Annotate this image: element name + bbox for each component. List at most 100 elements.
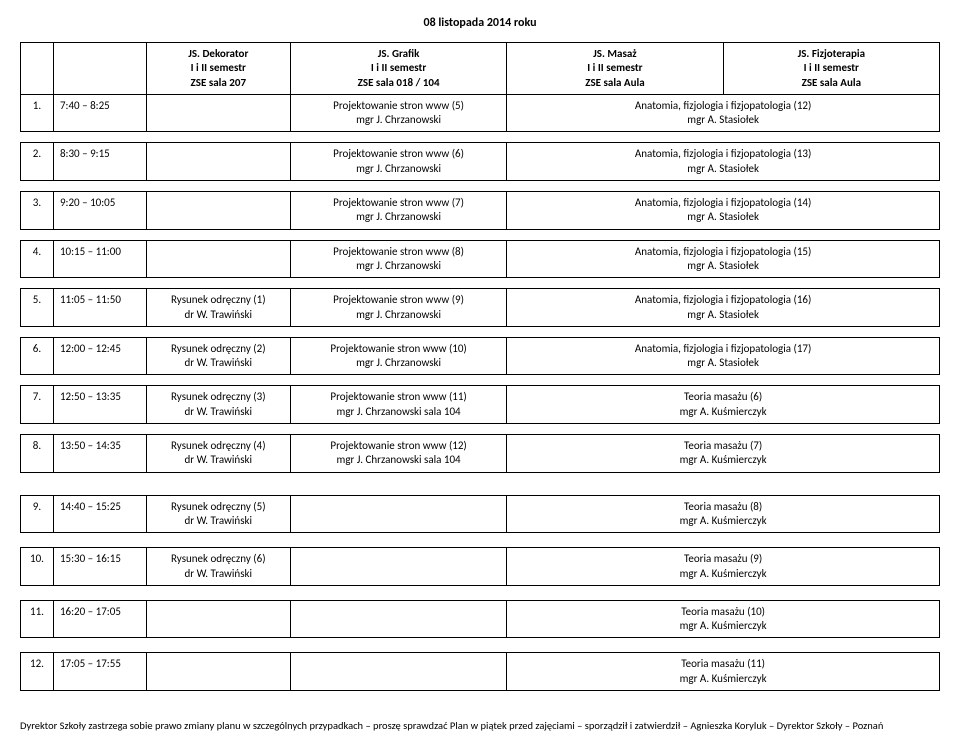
cell-dekorator-line2: dr W. Trawiński bbox=[153, 356, 284, 370]
cell-masaz-fizjo-line2: mgr A. Stasiołek bbox=[513, 259, 933, 273]
row-gap bbox=[20, 586, 940, 600]
schedule-row-table: 2.8:30 – 9:15Projektowanie stron www (6)… bbox=[20, 142, 940, 181]
row-gap bbox=[20, 327, 940, 337]
cell-masaz-fizjo-line1: Anatomia, fizjologia i fizjopatologia (1… bbox=[513, 196, 933, 210]
cell-dekorator bbox=[146, 192, 290, 230]
cell-masaz-fizjo-line2: mgr A. Kuśmierczyk bbox=[513, 453, 933, 467]
cell-grafik-line1: Projektowanie stron www (5) bbox=[297, 99, 500, 113]
table-row: 2.8:30 – 9:15Projektowanie stron www (6)… bbox=[21, 143, 940, 181]
cell-grafik-line2: mgr J. Chrzanowski bbox=[297, 308, 500, 322]
cell-masaz-fizjo: Teoria masażu (7)mgr A. Kuśmierczyk bbox=[507, 435, 940, 473]
row-number: 3. bbox=[21, 192, 54, 230]
header-col4-l2: I i II semestr bbox=[513, 61, 716, 75]
schedule-row-table: 11.16:20 – 17:05Teoria masażu (10)mgr A.… bbox=[20, 600, 940, 639]
cell-masaz-fizjo-line1: Teoria masażu (10) bbox=[513, 605, 933, 619]
cell-masaz-fizjo: Anatomia, fizjologia i fizjopatologia (1… bbox=[507, 94, 940, 132]
header-col2-l3: ZSE sala 207 bbox=[153, 76, 284, 90]
row-gap bbox=[20, 230, 940, 240]
cell-dekorator-line2: dr W. Trawiński bbox=[153, 453, 284, 467]
row-time: 12:00 – 12:45 bbox=[53, 337, 146, 375]
cell-masaz-fizjo-line2: mgr A. Kuśmierczyk bbox=[513, 514, 933, 528]
cell-grafik-line1: Projektowanie stron www (6) bbox=[297, 147, 500, 161]
cell-grafik bbox=[290, 548, 506, 586]
cell-dekorator: Rysunek odręczny (1)dr W. Trawiński bbox=[146, 289, 290, 327]
cell-dekorator-line2: dr W. Trawiński bbox=[153, 567, 284, 581]
header-col2-l1: JS. Dekorator bbox=[153, 47, 284, 61]
header-col5-l1: JS. Fizjoterapia bbox=[730, 47, 933, 61]
cell-masaz-fizjo-line2: mgr A. Stasiołek bbox=[513, 210, 933, 224]
header-col5-l3: ZSE sala Aula bbox=[730, 76, 933, 90]
cell-dekorator: Rysunek odręczny (6)dr W. Trawiński bbox=[146, 548, 290, 586]
row-time: 11:05 – 11:50 bbox=[53, 289, 146, 327]
row-time: 17:05 – 17:55 bbox=[53, 653, 146, 691]
cell-dekorator-line2: dr W. Trawiński bbox=[153, 514, 284, 528]
cell-grafik-line2: mgr J. Chrzanowski bbox=[297, 113, 500, 127]
cell-masaz-fizjo: Teoria masażu (6)mgr A. Kuśmierczyk bbox=[507, 386, 940, 424]
schedule-table-main: JS. Dekorator I i II semestr ZSE sala 20… bbox=[20, 42, 940, 132]
cell-grafik: Projektowanie stron www (8)mgr J. Chrzan… bbox=[290, 240, 506, 278]
cell-dekorator-line2: dr W. Trawiński bbox=[153, 308, 284, 322]
cell-grafik-line1: Projektowanie stron www (11) bbox=[297, 390, 500, 404]
cell-masaz-fizjo: Teoria masażu (9)mgr A. Kuśmierczyk bbox=[507, 548, 940, 586]
header-blank-time bbox=[53, 43, 146, 95]
cell-dekorator: Rysunek odręczny (3)dr W. Trawiński bbox=[146, 386, 290, 424]
cell-masaz-fizjo-line2: mgr A. Stasiołek bbox=[513, 113, 933, 127]
row-number: 10. bbox=[21, 548, 54, 586]
cell-masaz-fizjo-line2: mgr A. Kuśmierczyk bbox=[513, 405, 933, 419]
cell-masaz-fizjo-line1: Teoria masażu (7) bbox=[513, 439, 933, 453]
cell-masaz-fizjo: Anatomia, fizjologia i fizjopatologia (1… bbox=[507, 337, 940, 375]
row-gap bbox=[20, 375, 940, 385]
cell-masaz-fizjo-line1: Anatomia, fizjologia i fizjopatologia (1… bbox=[513, 245, 933, 259]
cell-grafik-line1: Projektowanie stron www (9) bbox=[297, 293, 500, 307]
cell-grafik: Projektowanie stron www (9)mgr J. Chrzan… bbox=[290, 289, 506, 327]
header-col4-l3: ZSE sala Aula bbox=[513, 76, 716, 90]
cell-grafik-line1: Projektowanie stron www (10) bbox=[297, 342, 500, 356]
cell-masaz-fizjo: Teoria masażu (10)mgr A. Kuśmierczyk bbox=[507, 600, 940, 638]
row-time: 13:50 – 14:35 bbox=[53, 435, 146, 473]
row-number: 9. bbox=[21, 495, 54, 533]
row-gap bbox=[20, 638, 940, 652]
cell-dekorator-line1: Rysunek odręczny (4) bbox=[153, 439, 284, 453]
cell-grafik-line2: mgr J. Chrzanowski sala 104 bbox=[297, 405, 500, 419]
cell-dekorator bbox=[146, 653, 290, 691]
table-row: 8.13:50 – 14:35Rysunek odręczny (4)dr W.… bbox=[21, 435, 940, 473]
cell-grafik-line1: Projektowanie stron www (7) bbox=[297, 196, 500, 210]
table-row: 3.9:20 – 10:05Projektowanie stron www (7… bbox=[21, 192, 940, 230]
row-number: 1. bbox=[21, 94, 54, 132]
header-blank-num bbox=[21, 43, 54, 95]
table-row: 6.12:00 – 12:45Rysunek odręczny (2)dr W.… bbox=[21, 337, 940, 375]
cell-masaz-fizjo-line1: Teoria masażu (9) bbox=[513, 552, 933, 566]
cell-masaz-fizjo-line1: Teoria masażu (8) bbox=[513, 500, 933, 514]
cell-grafik-line2: mgr J. Chrzanowski bbox=[297, 210, 500, 224]
cell-grafik-line2: mgr J. Chrzanowski sala 104 bbox=[297, 453, 500, 467]
schedule-row-table: 8.13:50 – 14:35Rysunek odręczny (4)dr W.… bbox=[20, 434, 940, 473]
cell-masaz-fizjo-line1: Teoria masażu (6) bbox=[513, 390, 933, 404]
table-gap bbox=[20, 473, 940, 495]
cell-dekorator bbox=[146, 94, 290, 132]
cell-grafik: Projektowanie stron www (12)mgr J. Chrza… bbox=[290, 435, 506, 473]
cell-dekorator: Rysunek odręczny (4)dr W. Trawiński bbox=[146, 435, 290, 473]
table-row: 10.15:30 – 16:15Rysunek odręczny (6)dr W… bbox=[21, 548, 940, 586]
cell-grafik: Projektowanie stron www (10)mgr J. Chrza… bbox=[290, 337, 506, 375]
cell-dekorator bbox=[146, 600, 290, 638]
cell-dekorator-line1: Rysunek odręczny (2) bbox=[153, 342, 284, 356]
row-number: 12. bbox=[21, 653, 54, 691]
row-time: 14:40 – 15:25 bbox=[53, 495, 146, 533]
table-row: 7.12:50 – 13:35Rysunek odręczny (3)dr W.… bbox=[21, 386, 940, 424]
table-row: 9.14:40 – 15:25 Rysunek odręczny (5)dr W.… bbox=[21, 495, 940, 533]
footnote: Dyrektor Szkoły zastrzega sobie prawo zm… bbox=[20, 719, 940, 732]
cell-dekorator bbox=[146, 143, 290, 181]
cell-grafik-line2: mgr J. Chrzanowski bbox=[297, 356, 500, 370]
row-time: 15:30 – 16:15 bbox=[53, 548, 146, 586]
cell-masaz-fizjo-line1: Anatomia, fizjologia i fizjopatologia (1… bbox=[513, 99, 933, 113]
cell-grafik-line1: Projektowanie stron www (8) bbox=[297, 245, 500, 259]
row-number: 8. bbox=[21, 435, 54, 473]
cell-masaz-fizjo: Anatomia, fizjologia i fizjopatologia (1… bbox=[507, 192, 940, 230]
cell-dekorator-line1: Rysunek odręczny (5) bbox=[153, 500, 284, 514]
cell-dekorator: Rysunek odręczny (2)dr W. Trawiński bbox=[146, 337, 290, 375]
header-col2: JS. Dekorator I i II semestr ZSE sala 20… bbox=[146, 43, 290, 95]
cell-masaz-fizjo-line2: mgr A. Kuśmierczyk bbox=[513, 567, 933, 581]
cell-masaz-fizjo-line2: mgr A. Kuśmierczyk bbox=[513, 619, 933, 633]
cell-masaz-fizjo-line2: mgr A. Stasiołek bbox=[513, 162, 933, 176]
cell-grafik-line2: mgr J. Chrzanowski bbox=[297, 162, 500, 176]
